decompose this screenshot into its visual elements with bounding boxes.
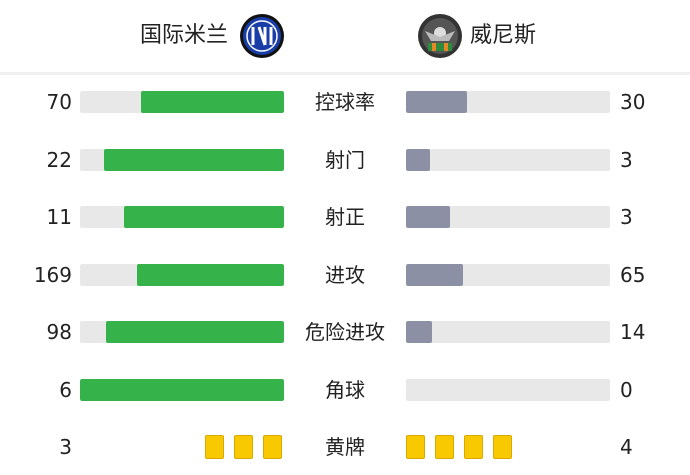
stat-label: 进攻 [325,262,365,287]
home-bar-fill [104,148,284,171]
stat-label: 角球 [325,377,365,402]
yellow-card-icon [263,435,282,459]
stat-label: 控球率 [315,90,375,114]
away-bar-fill [406,206,450,228]
away-value: 0 [620,377,633,402]
away-bar-track [406,321,610,343]
yellow-card-icon [234,435,253,459]
home-bar-fill [123,206,284,228]
header-divider [0,72,690,75]
home-value: 6 [59,377,72,402]
away-value: 4 [620,435,633,459]
stat-label: 射正 [325,205,365,229]
home-bar-track [80,263,284,286]
yellow-card-icon [493,435,512,459]
stat-label: 危险进攻 [305,320,385,344]
stat-row: 22 射门 3 [0,145,690,175]
away-bar-fill [406,148,431,171]
home-value: 98 [46,320,72,344]
home-bar-fill [105,321,284,343]
home-bar-track [80,148,284,171]
home-yellow-cards [205,435,282,459]
home-bar-track [80,378,284,401]
away-value: 30 [620,90,646,114]
away-bar-track [406,206,610,228]
away-value: 14 [620,320,646,344]
stat-label: 射门 [325,147,365,172]
away-bar-fill [406,91,468,113]
stat-row-yellow-cards: 3 黄牌 4 [0,432,690,462]
inter-milan-logo [239,13,285,59]
home-team-name: 国际米兰 [140,23,229,48]
yellow-card-icon [435,435,454,459]
away-team-name: 威尼斯 [470,23,537,48]
away-bar-track [406,378,610,401]
yellow-card-icon [464,435,483,459]
yellow-card-icon [406,435,425,459]
home-bar-track [80,91,284,113]
home-bar-track [80,206,284,228]
stat-row: 11 射正 3 [0,202,690,232]
home-value: 22 [46,147,72,172]
away-value: 3 [620,205,633,229]
yellow-card-icon [205,435,224,459]
home-bar-fill [80,378,284,401]
away-yellow-cards [406,435,512,459]
venezia-logo [417,13,463,59]
away-bar-fill [406,263,463,286]
home-value: 3 [59,435,72,459]
stat-row: 98 危险进攻 14 [0,317,690,347]
stat-row: 6 角球 0 [0,375,690,405]
away-value: 3 [620,147,633,172]
away-value: 65 [620,262,646,287]
home-value: 11 [46,205,72,229]
stat-row: 70 控球率 30 [0,87,690,117]
away-bar-track [406,148,610,171]
away-bar-track [406,91,610,113]
home-bar-fill [141,91,284,113]
home-bar-fill [136,263,284,286]
away-bar-fill [406,321,432,343]
home-value: 169 [33,262,72,287]
home-bar-track [80,321,284,343]
stat-label: 黄牌 [325,435,365,459]
away-bar-track [406,263,610,286]
stat-row: 169 进攻 65 [0,260,690,290]
home-value: 70 [46,90,72,114]
